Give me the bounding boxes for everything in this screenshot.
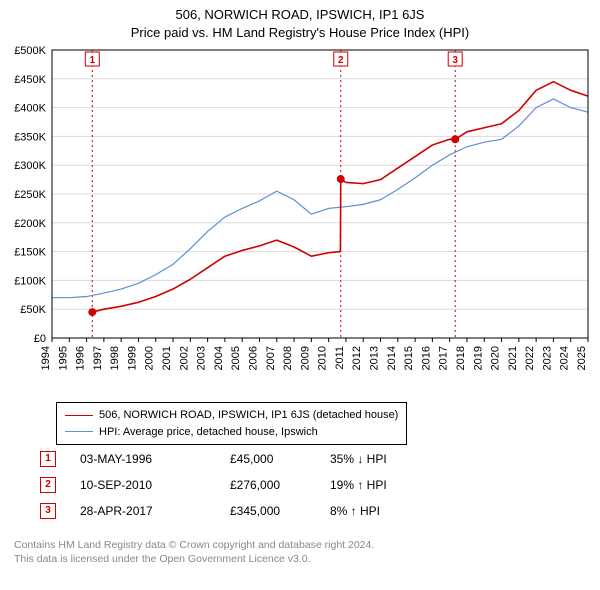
legend-label: HPI: Average price, detached house, Ipsw… [99, 424, 318, 441]
legend-swatch [65, 431, 93, 432]
svg-text:£300K: £300K [14, 160, 46, 172]
svg-text:2005: 2005 [230, 346, 242, 370]
svg-text:£200K: £200K [14, 218, 46, 230]
svg-text:2000: 2000 [144, 346, 156, 370]
marker-index-box: 1 [40, 451, 56, 467]
title-subtitle: Price paid vs. HM Land Registry's House … [0, 24, 600, 42]
marker-price: £276,000 [230, 478, 330, 492]
marker-date: 28-APR-2017 [80, 504, 230, 518]
svg-text:2025: 2025 [576, 346, 588, 370]
svg-text:2015: 2015 [403, 346, 415, 370]
svg-text:£450K: £450K [14, 74, 46, 86]
svg-text:2022: 2022 [524, 346, 536, 370]
marker-index-box: 2 [40, 477, 56, 493]
legend-item: 506, NORWICH ROAD, IPSWICH, IP1 6JS (det… [65, 407, 398, 424]
marker-delta: 19% ↑ HPI [330, 478, 450, 492]
svg-text:2019: 2019 [472, 346, 484, 370]
svg-text:1995: 1995 [57, 346, 69, 370]
svg-text:1996: 1996 [75, 346, 87, 370]
svg-text:2010: 2010 [317, 346, 329, 370]
svg-text:2012: 2012 [351, 346, 363, 370]
svg-text:£0: £0 [34, 333, 46, 345]
chart-title: 506, NORWICH ROAD, IPSWICH, IP1 6JS Pric… [0, 0, 600, 42]
svg-text:1999: 1999 [126, 346, 138, 370]
legend-label: 506, NORWICH ROAD, IPSWICH, IP1 6JS (det… [99, 407, 398, 424]
sale-markers-table: 1 03-MAY-1996£45,00035% ↓ HPI 2 10-SEP-2010… [40, 446, 450, 524]
marker-date: 10-SEP-2010 [80, 478, 230, 492]
svg-text:2021: 2021 [507, 346, 519, 370]
svg-text:2024: 2024 [559, 346, 571, 370]
marker-delta: 35% ↓ HPI [330, 452, 450, 466]
svg-text:2008: 2008 [282, 346, 294, 370]
svg-text:2018: 2018 [455, 346, 467, 370]
svg-text:2016: 2016 [420, 346, 432, 370]
price-chart-page: { "title_line1": "506, NORWICH ROAD, IPS… [0, 0, 600, 590]
marker-date: 03-MAY-1996 [80, 452, 230, 466]
svg-text:2013: 2013 [369, 346, 381, 370]
svg-text:£350K: £350K [14, 131, 46, 143]
svg-text:2020: 2020 [490, 346, 502, 370]
svg-text:2014: 2014 [386, 346, 398, 370]
svg-text:2017: 2017 [438, 346, 450, 370]
svg-text:2: 2 [338, 55, 344, 66]
title-address: 506, NORWICH ROAD, IPSWICH, IP1 6JS [0, 6, 600, 24]
chart-svg: £0 £50K £100K £150K £200K £250K £300K £350K £400… [0, 44, 600, 394]
legend-swatch [65, 415, 93, 416]
legend-item: HPI: Average price, detached house, Ipsw… [65, 424, 398, 441]
svg-text:2023: 2023 [541, 346, 553, 370]
marker-price: £45,000 [230, 452, 330, 466]
svg-text:2003: 2003 [196, 346, 208, 370]
svg-text:£100K: £100K [14, 275, 46, 287]
attribution-footer: Contains HM Land Registry data © Crown c… [14, 538, 374, 566]
marker-index-box: 3 [40, 503, 56, 519]
svg-text:2009: 2009 [299, 346, 311, 370]
legend: 506, NORWICH ROAD, IPSWICH, IP1 6JS (det… [56, 402, 407, 445]
svg-text:2002: 2002 [178, 346, 190, 370]
svg-text:£50K: £50K [20, 304, 46, 316]
svg-text:1997: 1997 [92, 346, 104, 370]
marker-row: 2 10-SEP-2010£276,00019% ↑ HPI [40, 472, 450, 498]
svg-text:1: 1 [90, 55, 96, 66]
chart-container: £0 £50K £100K £150K £200K £250K £300K £350K £400… [0, 44, 600, 394]
footer-line-2: This data is licensed under the Open Gov… [14, 552, 374, 566]
marker-row: 3 28-APR-2017£345,0008% ↑ HPI [40, 498, 450, 524]
svg-text:£500K: £500K [14, 45, 46, 57]
marker-delta: 8% ↑ HPI [330, 504, 450, 518]
footer-line-1: Contains HM Land Registry data © Crown c… [14, 538, 374, 552]
svg-text:1998: 1998 [109, 346, 121, 370]
svg-text:£400K: £400K [14, 103, 46, 115]
marker-price: £345,000 [230, 504, 330, 518]
svg-text:1994: 1994 [40, 346, 52, 370]
svg-text:£150K: £150K [14, 247, 46, 259]
svg-text:2001: 2001 [161, 346, 173, 370]
marker-row: 1 03-MAY-1996£45,00035% ↓ HPI [40, 446, 450, 472]
svg-text:£250K: £250K [14, 189, 46, 201]
svg-text:2011: 2011 [334, 346, 346, 370]
svg-text:3: 3 [452, 55, 458, 66]
svg-text:2006: 2006 [247, 346, 259, 370]
svg-text:2004: 2004 [213, 346, 225, 370]
svg-text:2007: 2007 [265, 346, 277, 370]
